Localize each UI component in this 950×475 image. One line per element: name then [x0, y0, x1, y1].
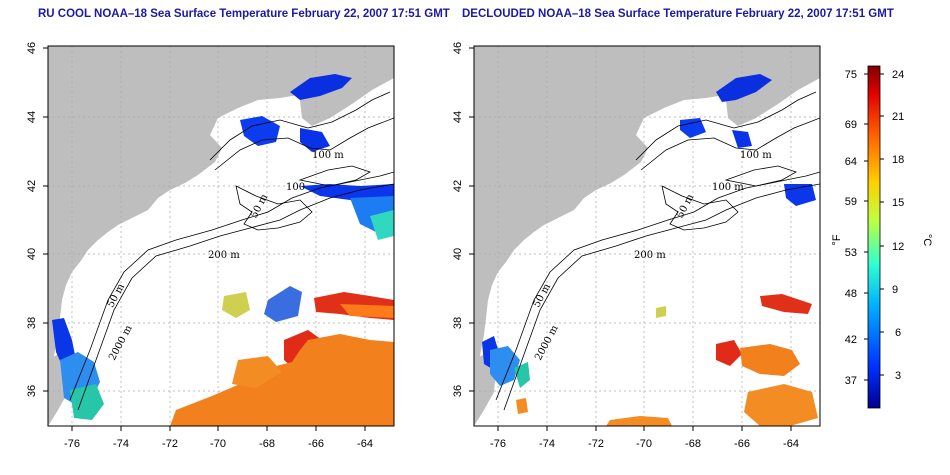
svg-text:40: 40 — [452, 248, 464, 260]
nova-scotia-land — [300, 58, 394, 126]
svg-text:46: 46 — [452, 42, 464, 54]
svg-text:100: 100 — [286, 182, 305, 193]
svg-text:100 m: 100 m — [312, 150, 344, 161]
svg-text:18: 18 — [892, 154, 904, 166]
svg-text:-72: -72 — [162, 438, 178, 450]
svg-text:200 m: 200 m — [208, 250, 240, 261]
svg-text:-76: -76 — [490, 438, 506, 450]
svg-text:6: 6 — [895, 327, 901, 339]
svg-text:-76: -76 — [64, 438, 80, 450]
colorbar-gradient — [867, 65, 881, 409]
left-y-ticks: 36 38 40 42 44 46 — [26, 42, 38, 397]
svg-text:-70: -70 — [210, 438, 226, 450]
svg-text:100 m: 100 m — [712, 182, 744, 193]
svg-text:69: 69 — [845, 119, 857, 131]
svg-text:-74: -74 — [113, 438, 129, 450]
svg-text:100 m: 100 m — [740, 150, 772, 161]
svg-text:-70: -70 — [636, 438, 652, 450]
right-y-ticks: 36 38 40 42 44 46 — [452, 42, 464, 397]
sst-patches — [482, 74, 818, 426]
colorbar-fahrenheit-ticks: 75 69 64 59 53 48 42 37 — [845, 69, 857, 387]
svg-text:200 m: 200 m — [634, 250, 666, 261]
svg-text:12: 12 — [892, 241, 904, 253]
sst-patches — [52, 74, 394, 426]
svg-text:-66: -66 — [308, 438, 324, 450]
svg-text:-66: -66 — [734, 438, 750, 450]
nova-scotia-land — [726, 58, 820, 126]
svg-text:-64: -64 — [357, 438, 373, 450]
bathymetry-contours — [69, 91, 394, 411]
land-mass — [474, 46, 820, 426]
svg-text:44: 44 — [452, 111, 464, 123]
left-x-ticks: -76 -74 -72 -70 -68 -66 -64 — [64, 438, 373, 450]
svg-text:75: 75 — [845, 69, 857, 81]
svg-text:44: 44 — [26, 111, 38, 123]
svg-text:38: 38 — [452, 317, 464, 329]
svg-text:42: 42 — [452, 180, 464, 192]
svg-text:-68: -68 — [259, 438, 275, 450]
fahrenheit-label: °F — [831, 234, 843, 245]
land-mass — [48, 46, 394, 426]
svg-text:48: 48 — [845, 288, 857, 300]
colorbar: 75 69 64 59 53 48 42 37 24 21 18 15 12 9… — [831, 65, 933, 409]
svg-text:21: 21 — [892, 111, 904, 123]
svg-text:59: 59 — [845, 196, 857, 208]
svg-text:64: 64 — [845, 156, 857, 168]
svg-text:9: 9 — [892, 284, 898, 296]
right-map: 100 m 100 m 50 m 200 m 50 m 2000 m -76 -… — [452, 42, 821, 450]
left-map: 100 m 100 50 m 200 m 50 m 2000 m -76 -74… — [26, 42, 395, 450]
svg-text:-68: -68 — [685, 438, 701, 450]
celsius-label: °C — [921, 234, 933, 246]
svg-text:15: 15 — [892, 197, 904, 209]
svg-text:-72: -72 — [588, 438, 604, 450]
right-map-title: DECLOUDED NOAA–18 Sea Surface Temperatur… — [462, 8, 894, 20]
svg-text:46: 46 — [26, 42, 38, 54]
svg-text:42: 42 — [845, 334, 857, 346]
svg-text:36: 36 — [26, 385, 38, 397]
svg-text:37: 37 — [845, 375, 857, 387]
svg-text:-64: -64 — [783, 438, 799, 450]
colorbar-celsius-ticks: 24 21 18 15 12 9 6 3 — [892, 69, 904, 382]
right-x-ticks: -76 -74 -72 -70 -68 -66 -64 — [490, 438, 799, 450]
bathymetry-contours — [495, 91, 820, 411]
right-map-frame — [473, 45, 821, 427]
svg-text:36: 36 — [452, 385, 464, 397]
svg-text:3: 3 — [895, 370, 901, 382]
svg-text:-74: -74 — [539, 438, 555, 450]
svg-text:53: 53 — [845, 247, 857, 259]
left-map-frame — [47, 45, 395, 427]
svg-text:38: 38 — [26, 317, 38, 329]
svg-text:42: 42 — [26, 180, 38, 192]
svg-text:40: 40 — [26, 248, 38, 260]
svg-text:24: 24 — [892, 69, 904, 81]
left-map-title: RU COOL NOAA–18 Sea Surface Temperature … — [38, 8, 450, 20]
